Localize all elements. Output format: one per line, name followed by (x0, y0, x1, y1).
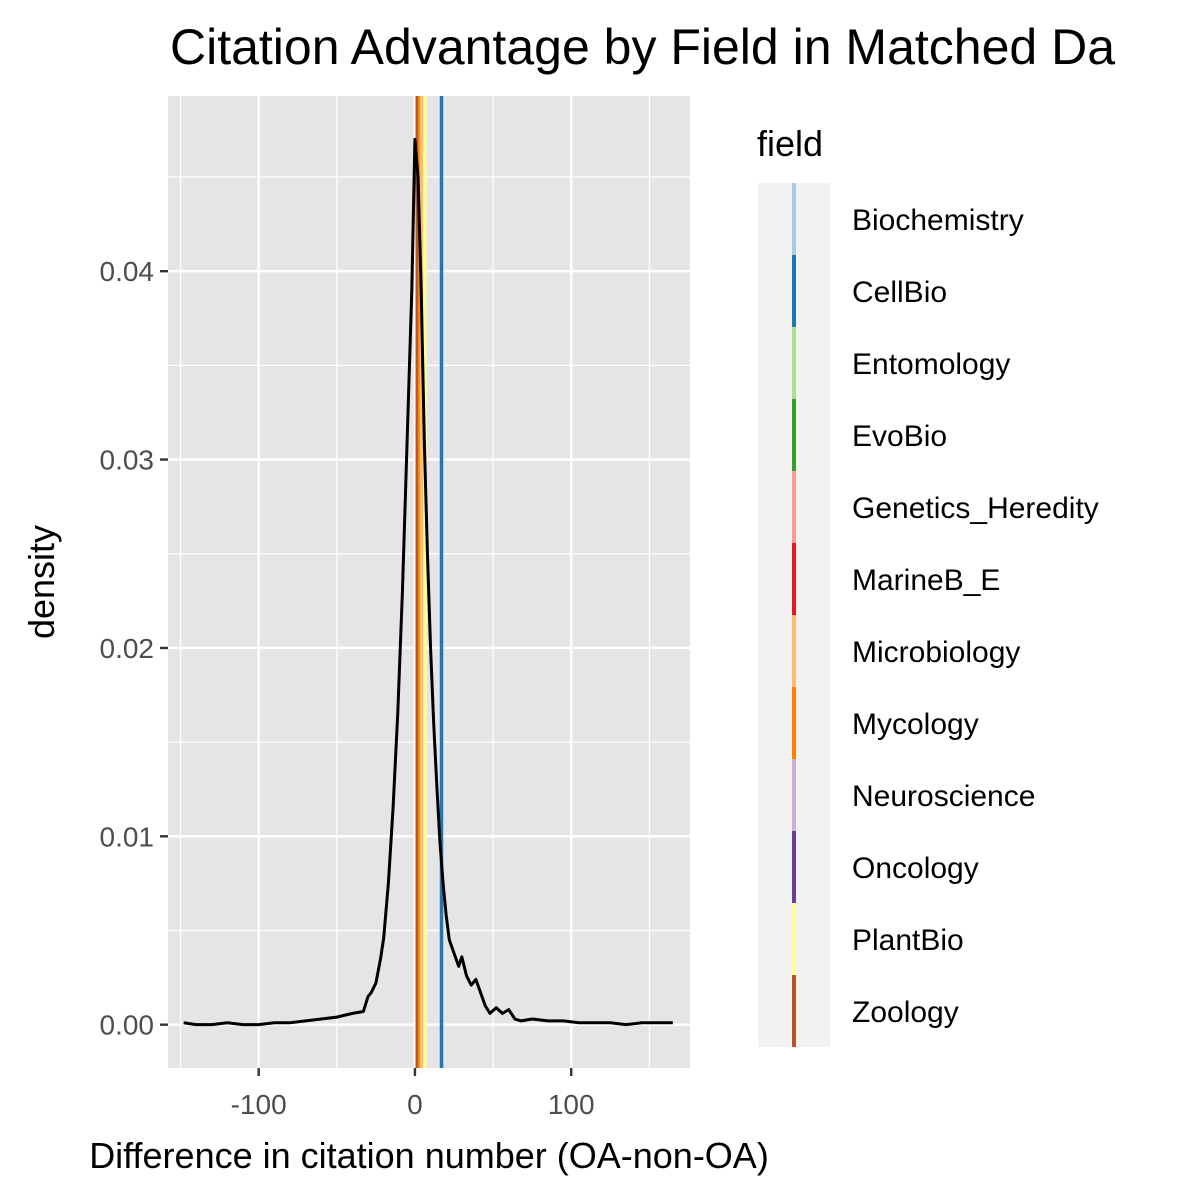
legend-label-zoology: Zoology (852, 996, 959, 1029)
y-tick-label: 0.00 (100, 1010, 155, 1041)
axes: 0.00 0.01 0.02 0.03 0.04 -100 0 100 (100, 256, 595, 1120)
legend-label-microbiology: Microbiology (852, 636, 1020, 669)
y-tick-label: 0.03 (100, 445, 155, 476)
legend-label-evobio: EvoBio (852, 420, 947, 453)
density-curve (183, 137, 673, 1027)
legend-label-mycology: Mycology (852, 708, 979, 741)
y-tick-label: 0.01 (100, 821, 155, 852)
x-tick-label: 100 (548, 1089, 595, 1120)
x-axis-label: Difference in citation number (OA-non-OA… (89, 1135, 769, 1176)
chart-title: Citation Advantage by Field in Matched D… (170, 19, 1115, 75)
legend-label-genetics_heredity: Genetics_Heredity (852, 492, 1099, 525)
x-tick-label: 0 (407, 1089, 423, 1120)
y-tick-label: 0.04 (100, 256, 155, 287)
legend-label-oncology: Oncology (852, 852, 979, 885)
legend-label-cellbio: CellBio (852, 276, 947, 309)
legend-label-entomology: Entomology (852, 348, 1010, 381)
grid-lines (168, 96, 690, 1068)
legend-title: field (757, 123, 823, 164)
legend-label-plantbio: PlantBio (852, 924, 964, 957)
x-tick-label: -100 (231, 1089, 287, 1120)
legend: Biochemistry CellBio Entomology EvoBio Genet… (792, 183, 1099, 1047)
legend-label-neuroscience: Neuroscience (852, 780, 1035, 813)
legend-label-marineb_e: MarineB_E (852, 564, 1000, 597)
legend-label-biochemistry: Biochemistry (852, 204, 1024, 237)
y-tick-label: 0.02 (100, 633, 155, 664)
y-axis-label: density (21, 525, 62, 639)
